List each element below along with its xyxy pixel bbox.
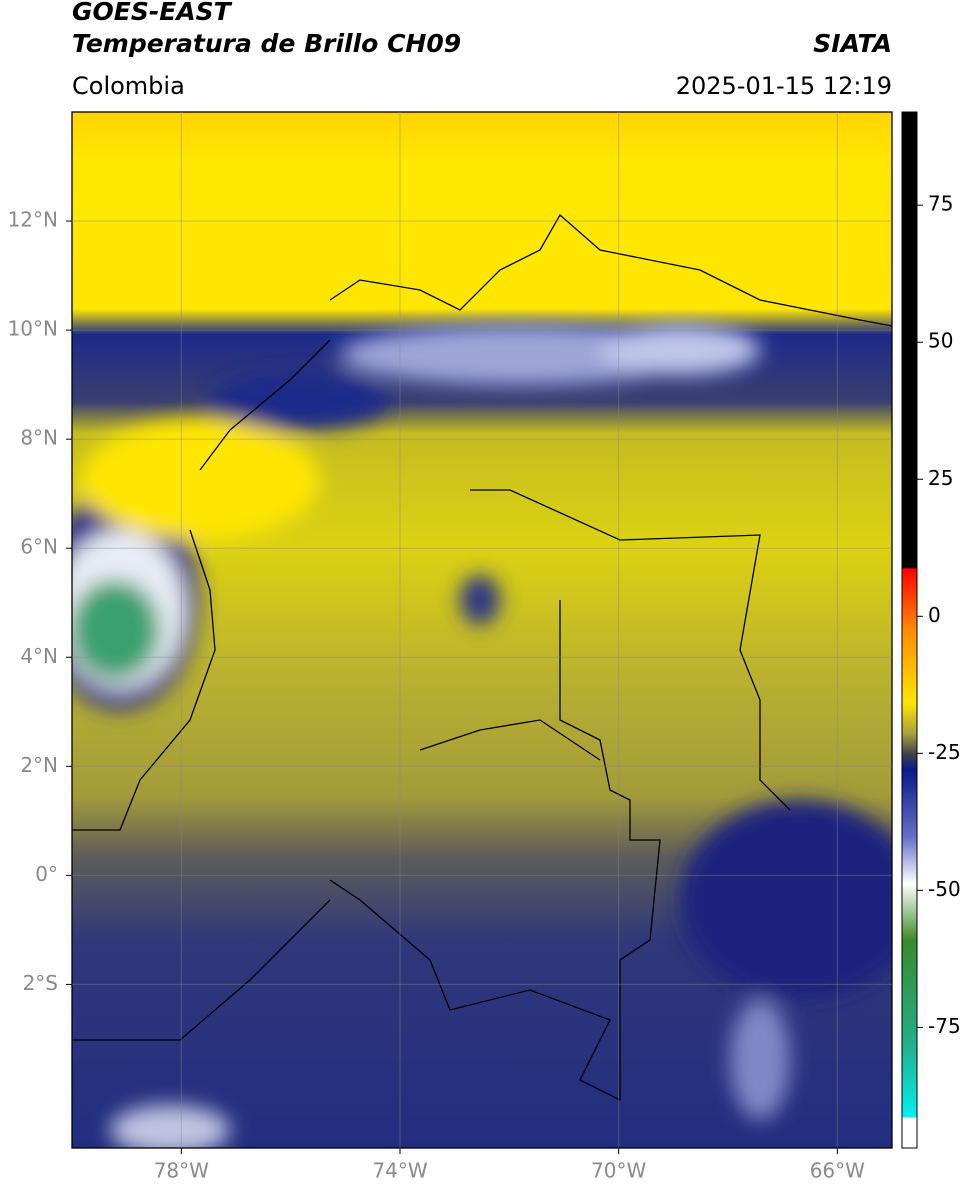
product-title: Temperatura de Brillo CH09 bbox=[72, 29, 461, 58]
x-tick-label: 78°W bbox=[154, 1159, 209, 1183]
colorbar-tick-label: -50 bbox=[928, 877, 961, 901]
borders bbox=[72, 213, 892, 1102]
colorbar-tick-label: -75 bbox=[928, 1014, 961, 1038]
x-tick-label: 74°W bbox=[372, 1159, 427, 1183]
y-tick-label: 0° bbox=[35, 862, 58, 886]
colorbar-tick-label: 25 bbox=[928, 466, 953, 490]
x-tick-label: 66°W bbox=[810, 1159, 865, 1183]
colorbar-tick-label: 50 bbox=[928, 329, 953, 353]
y-tick-label: 8°N bbox=[20, 426, 58, 450]
colorbar bbox=[901, 111, 918, 1149]
y-tick-label: 10°N bbox=[8, 317, 58, 341]
y-tick-label: 4°N bbox=[20, 644, 58, 668]
satellite-title: GOES-EAST bbox=[72, 0, 233, 26]
source: SIATA bbox=[813, 29, 892, 58]
x-tick-label: 70°W bbox=[591, 1159, 646, 1183]
colorbar-tick-label: -25 bbox=[928, 740, 961, 764]
cloud-features bbox=[72, 325, 892, 1148]
y-tick-label: 2°N bbox=[20, 753, 58, 777]
y-tick-label: 2°S bbox=[23, 971, 58, 995]
map-frame bbox=[71, 111, 893, 1149]
region: Colombia bbox=[72, 72, 185, 100]
y-tick-label: 12°N bbox=[8, 208, 58, 232]
satellite-image bbox=[72, 112, 892, 1148]
y-tick-label: 6°N bbox=[20, 535, 58, 559]
colorbar-tick-label: 75 bbox=[928, 192, 953, 216]
datetime: 2025-01-15 12:19 bbox=[676, 72, 892, 100]
colorbar-tick-label: 0 bbox=[928, 603, 941, 627]
